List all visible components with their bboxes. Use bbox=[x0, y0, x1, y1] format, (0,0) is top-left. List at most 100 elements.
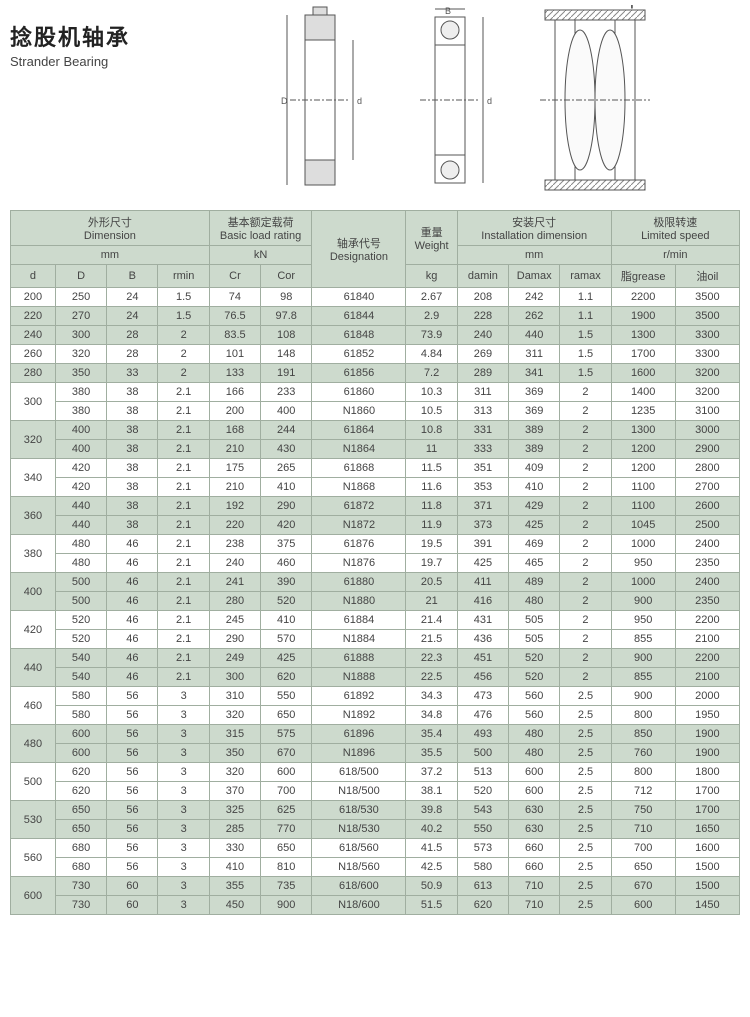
cell-d: 420 bbox=[11, 611, 56, 649]
cell-Damax: 505 bbox=[509, 611, 560, 630]
cell-ramax: 1.1 bbox=[560, 307, 611, 326]
cell-B: 46 bbox=[107, 611, 158, 630]
cell-damin: 425 bbox=[457, 554, 508, 573]
title-english: Strander Bearing bbox=[10, 54, 160, 69]
cell-Cor: 233 bbox=[261, 383, 312, 402]
cell-D: 480 bbox=[55, 554, 106, 573]
cell-ramax: 2.5 bbox=[560, 896, 611, 915]
cell-rmin: 3 bbox=[158, 744, 209, 763]
cell-Cr: 74 bbox=[209, 288, 260, 307]
cell-ramax: 2 bbox=[560, 535, 611, 554]
cell-Cor: 400 bbox=[261, 402, 312, 421]
cell-oil: 2700 bbox=[675, 478, 739, 497]
table-row: 600730603355735618/60050.96137102.567015… bbox=[11, 877, 740, 896]
cell-Cor: 430 bbox=[261, 440, 312, 459]
table-row: 380480462.12383756187619.539146921000240… bbox=[11, 535, 740, 554]
cell-d: 200 bbox=[11, 288, 56, 307]
cell-grease: 1000 bbox=[611, 535, 675, 554]
cell-ramax: 2 bbox=[560, 668, 611, 687]
svg-text:D: D bbox=[281, 96, 288, 106]
cell-Cr: 83.5 bbox=[209, 326, 260, 345]
cell-damin: 451 bbox=[457, 649, 508, 668]
cell-B: 46 bbox=[107, 668, 158, 687]
cell-kg: 11.6 bbox=[406, 478, 457, 497]
cell-des: 61860 bbox=[312, 383, 406, 402]
cell-d: 460 bbox=[11, 687, 56, 725]
cell-grease: 1700 bbox=[611, 345, 675, 364]
cell-Cr: 330 bbox=[209, 839, 260, 858]
cell-ramax: 1.1 bbox=[560, 288, 611, 307]
cell-Damax: 489 bbox=[509, 573, 560, 592]
cell-des: N1876 bbox=[312, 554, 406, 573]
diagram-cross-section: D d bbox=[275, 5, 365, 195]
cell-kg: 10.8 bbox=[406, 421, 457, 440]
cell-Cor: 575 bbox=[261, 725, 312, 744]
cell-B: 38 bbox=[107, 421, 158, 440]
technical-diagrams: D d B d bbox=[190, 5, 740, 195]
table-row: 340420382.11752656186811.535140921200280… bbox=[11, 459, 740, 478]
cell-D: 680 bbox=[55, 839, 106, 858]
table-row: 4605805633105506189234.34735602.59002000 bbox=[11, 687, 740, 706]
cell-d: 600 bbox=[11, 877, 56, 915]
table-row: 260320282101148618524.842693111.51700330… bbox=[11, 345, 740, 364]
cell-rmin: 2.1 bbox=[158, 459, 209, 478]
cell-Cr: 192 bbox=[209, 497, 260, 516]
cell-damin: 351 bbox=[457, 459, 508, 478]
cell-Damax: 410 bbox=[509, 478, 560, 497]
cell-Damax: 469 bbox=[509, 535, 560, 554]
svg-text:d: d bbox=[357, 96, 362, 106]
cell-damin: 550 bbox=[457, 820, 508, 839]
cell-Damax: 520 bbox=[509, 649, 560, 668]
cell-ramax: 2 bbox=[560, 649, 611, 668]
cell-damin: 613 bbox=[457, 877, 508, 896]
cell-Cr: 320 bbox=[209, 763, 260, 782]
cell-Damax: 369 bbox=[509, 383, 560, 402]
cell-kg: 10.3 bbox=[406, 383, 457, 402]
svg-text:B: B bbox=[445, 6, 451, 16]
cell-des: 61864 bbox=[312, 421, 406, 440]
cell-d: 300 bbox=[11, 383, 56, 421]
cell-Cr: 133 bbox=[209, 364, 260, 383]
table-row: 580563320650N189234.84765602.58001950 bbox=[11, 706, 740, 725]
cell-Damax: 369 bbox=[509, 402, 560, 421]
table-row: 530650563325625618/53039.85436302.575017… bbox=[11, 801, 740, 820]
cell-Cor: 700 bbox=[261, 782, 312, 801]
cell-grease: 760 bbox=[611, 744, 675, 763]
header-weight: 重量Weight bbox=[406, 211, 457, 265]
cell-ramax: 2 bbox=[560, 478, 611, 497]
cell-D: 680 bbox=[55, 858, 106, 877]
cell-B: 28 bbox=[107, 326, 158, 345]
cell-Cor: 410 bbox=[261, 478, 312, 497]
cell-B: 46 bbox=[107, 573, 158, 592]
cell-rmin: 1.5 bbox=[158, 288, 209, 307]
cell-Cor: 600 bbox=[261, 763, 312, 782]
cell-D: 600 bbox=[55, 725, 106, 744]
cell-grease: 2200 bbox=[611, 288, 675, 307]
cell-Cr: 315 bbox=[209, 725, 260, 744]
cell-Damax: 505 bbox=[509, 630, 560, 649]
cell-damin: 493 bbox=[457, 725, 508, 744]
cell-kg: 22.5 bbox=[406, 668, 457, 687]
cell-damin: 520 bbox=[457, 782, 508, 801]
cell-des: N18/560 bbox=[312, 858, 406, 877]
cell-Cr: 220 bbox=[209, 516, 260, 535]
cell-oil: 2500 bbox=[675, 516, 739, 535]
cell-d: 220 bbox=[11, 307, 56, 326]
cell-oil: 1700 bbox=[675, 801, 739, 820]
col-rmin: rmin bbox=[158, 265, 209, 288]
cell-Cr: 450 bbox=[209, 896, 260, 915]
cell-rmin: 2.1 bbox=[158, 402, 209, 421]
table-row: 520462.1290570N188421.543650528552100 bbox=[11, 630, 740, 649]
cell-oil: 3300 bbox=[675, 345, 739, 364]
table-row: 380382.1200400N186010.5313369212353100 bbox=[11, 402, 740, 421]
cell-oil: 1900 bbox=[675, 725, 739, 744]
cell-grease: 900 bbox=[611, 687, 675, 706]
cell-oil: 3500 bbox=[675, 288, 739, 307]
cell-des: 61892 bbox=[312, 687, 406, 706]
table-row: 560680563330650618/56041.55736602.570016… bbox=[11, 839, 740, 858]
cell-des: N1868 bbox=[312, 478, 406, 497]
cell-Damax: 710 bbox=[509, 896, 560, 915]
cell-Cor: 265 bbox=[261, 459, 312, 478]
cell-grease: 950 bbox=[611, 611, 675, 630]
cell-B: 60 bbox=[107, 877, 158, 896]
